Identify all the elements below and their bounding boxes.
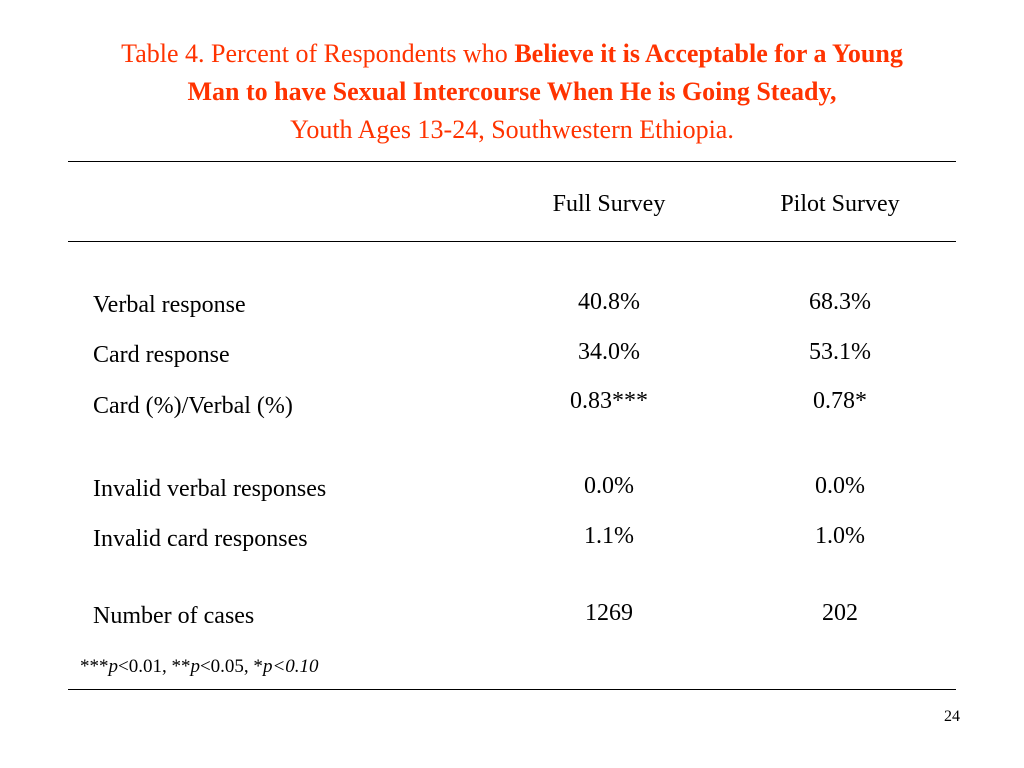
row-label-card-verbal-ratio: Card (%)/Verbal (%)	[93, 393, 293, 419]
cell-card-response-pilot: 53.1%	[809, 339, 871, 365]
row-label-number-of-cases: Number of cases	[93, 603, 255, 629]
cell-cases-pilot: 202	[822, 600, 858, 626]
footnote-p-3: p	[262, 656, 273, 677]
cell-verbal-response-pilot: 68.3%	[809, 289, 871, 315]
cell-invalid-card-full: 1.1%	[584, 523, 634, 549]
footnote-stars-1: ***	[80, 656, 109, 677]
slide-title: Table 4. Percent of Respondents who Beli…	[0, 35, 1024, 149]
title-line-1: Table 4. Percent of Respondents who Beli…	[0, 35, 1024, 73]
cell-ratio-full: 0.83***	[570, 388, 648, 414]
cell-invalid-card-pilot: 1.0%	[815, 523, 865, 549]
footnote-text-3: <0.10	[272, 656, 319, 677]
column-header-pilot-survey: Pilot Survey	[780, 191, 900, 217]
row-label-invalid-card: Invalid card responses	[93, 526, 308, 552]
cell-card-response-full: 34.0%	[578, 339, 640, 365]
row-label-verbal-response: Verbal response	[93, 292, 246, 318]
significance-footnote: ***p<0.01, **p<0.05, *p<0.10	[80, 655, 319, 679]
footnote-p-1: p	[108, 656, 119, 677]
title-bold-part-1: Believe it is Acceptable for a Young	[514, 39, 903, 68]
header-bottom-rule	[68, 241, 956, 242]
footnote-text-2: <0.05, *	[199, 656, 263, 677]
title-line-3: Youth Ages 13-24, Southwestern Ethiopia.	[290, 115, 734, 144]
table-bottom-rule	[68, 689, 956, 690]
title-prefix: Table 4. Percent of Respondents who	[121, 39, 515, 68]
cell-invalid-verbal-pilot: 0.0%	[815, 473, 865, 499]
footnote-text-1: <0.01, **	[118, 656, 191, 677]
title-bold-part-2: Man to have Sexual Intercourse When He i…	[187, 77, 837, 106]
cell-verbal-response-full: 40.8%	[578, 289, 640, 315]
row-label-invalid-verbal: Invalid verbal responses	[93, 476, 327, 502]
page-number: 24	[944, 708, 960, 725]
footnote-p-2: p	[190, 656, 200, 677]
cell-invalid-verbal-full: 0.0%	[584, 473, 634, 499]
column-header-full-survey: Full Survey	[552, 191, 666, 217]
title-line-2: Man to have Sexual Intercourse When He i…	[0, 73, 1024, 111]
cell-cases-full: 1269	[585, 600, 633, 626]
cell-ratio-pilot: 0.78*	[813, 388, 867, 414]
row-label-card-response: Card response	[93, 342, 230, 368]
table-top-rule	[68, 161, 956, 162]
